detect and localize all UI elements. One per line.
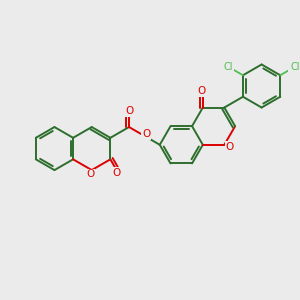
Text: Cl: Cl [290,61,300,72]
Text: Cl: Cl [223,61,233,72]
Text: O: O [142,129,150,139]
Text: O: O [197,86,206,96]
Text: O: O [86,169,94,179]
Text: O: O [225,142,234,152]
Text: O: O [112,168,121,178]
Text: O: O [125,106,133,116]
